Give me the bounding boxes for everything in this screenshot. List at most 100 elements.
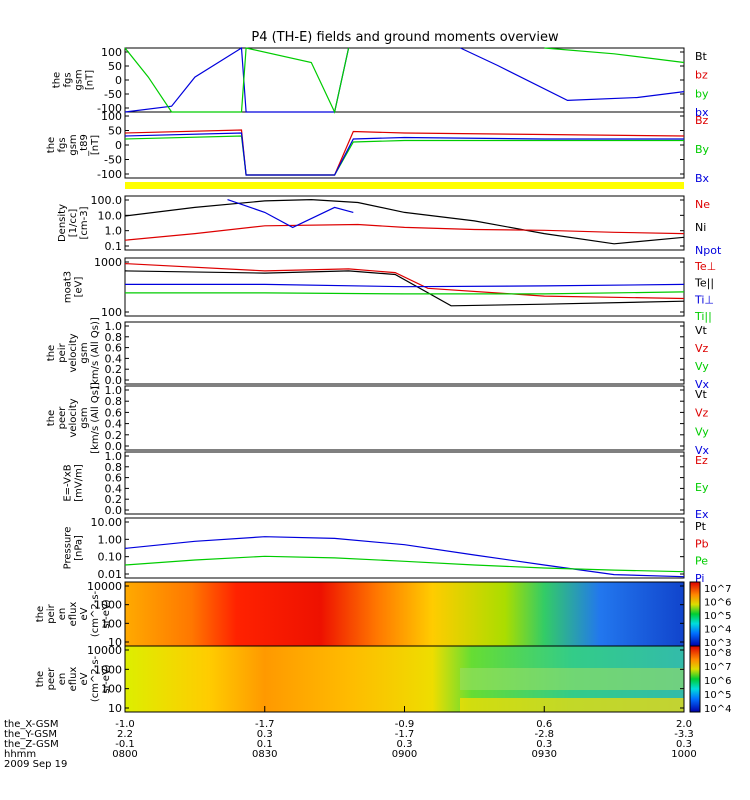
y-tick-label: 100.0 xyxy=(91,194,123,207)
series-line-Pe xyxy=(124,555,685,573)
x-axis-value: -1.7 xyxy=(395,729,415,740)
legend-entry: Vy xyxy=(695,425,709,438)
y-tick-label: 0.0 xyxy=(105,504,123,517)
y-axis-label-line: gsm xyxy=(68,134,79,155)
y-axis-label-line: [mV/m] xyxy=(74,464,85,502)
x-axis-value: -0.9 xyxy=(395,719,415,730)
y-tick-label: 100 xyxy=(101,683,122,696)
peer-spectrogram-band xyxy=(460,698,684,712)
y-tick-label: 10 xyxy=(108,702,122,715)
x-axis-value: 1000 xyxy=(671,749,696,760)
x-axis-value: -3.3 xyxy=(674,729,694,740)
y-tick-label: 0.2 xyxy=(105,493,123,506)
y-tick-label: 0.2 xyxy=(105,429,123,442)
y-tick-label: 0.8 xyxy=(105,461,123,474)
colorbar-label: 10^7 xyxy=(704,584,731,595)
x-axis-value: 2.2 xyxy=(117,729,133,740)
colorbar xyxy=(689,645,701,713)
legend-entry: Vz xyxy=(695,407,709,420)
y-axis-label-line: [nT] xyxy=(85,70,96,90)
y-axis-label-line: the xyxy=(52,72,63,88)
y-axis-label: the fgs gsm [nT] xyxy=(52,69,96,90)
y-tick-label: 0.4 xyxy=(105,482,123,495)
legend-entry: Ex xyxy=(695,508,709,521)
plot-title: P4 (TH-E) fields and ground moments over… xyxy=(251,30,559,45)
panel-frame xyxy=(124,47,685,113)
peir-spectrogram xyxy=(125,582,684,646)
legend-entry: bx xyxy=(695,106,709,119)
legend-entry: Vy xyxy=(695,360,709,373)
y-axis-label-line: Pressure xyxy=(63,527,74,570)
y-tick-label: 50 xyxy=(108,60,122,73)
x-axis-value: -0.1 xyxy=(115,739,135,750)
colorbar-label: 10^4 xyxy=(704,625,731,636)
y-axis-label-line: (cm^2-s- xyxy=(90,655,101,702)
y-axis-label-line: moat3 xyxy=(63,271,74,303)
series-line-Te|| xyxy=(124,270,685,307)
y-tick-label: 100 xyxy=(101,46,122,59)
legend-entry: Te|| xyxy=(694,277,714,290)
y-axis-label-line: sr-eV) xyxy=(101,599,112,628)
y-tick-label: 1.0 xyxy=(105,225,123,238)
y-tick-label: 50 xyxy=(108,125,122,138)
series-line-By xyxy=(124,135,684,176)
y-axis-label-line: Density xyxy=(57,204,68,242)
x-axis-value: 0.3 xyxy=(676,739,692,750)
y-tick-label: -50 xyxy=(104,154,122,167)
y-axis-label-line: sr-eV) xyxy=(101,664,112,693)
x-axis-value: 0.1 xyxy=(257,739,273,750)
y-axis-label: the peir velocity gsm [km/s (All Qs)] xyxy=(46,317,101,389)
y-tick-label: 0.6 xyxy=(105,472,123,485)
series-line-Pi xyxy=(124,536,685,578)
legend-entry: Bz xyxy=(695,114,709,127)
y-tick-label: 0.1 xyxy=(105,240,123,253)
x-axis-value: 0.3 xyxy=(397,739,413,750)
series-line-Ne xyxy=(124,223,685,241)
x-axis-value: 0.3 xyxy=(257,729,273,740)
colorbar-label: 10^7 xyxy=(704,662,731,673)
y-axis-label: Density [1/cc] [cm-3] xyxy=(57,204,90,242)
legend-entry: Pt xyxy=(695,520,707,533)
data-flag-bar xyxy=(125,182,684,189)
y-tick-label: 1000 xyxy=(94,599,122,612)
y-axis-label: moat3 [eV] xyxy=(63,271,85,303)
y-tick-label: 10000 xyxy=(87,580,122,593)
y-tick-label: 100 xyxy=(101,110,122,123)
series-line-Ti|| xyxy=(125,291,685,295)
panel-frame xyxy=(124,385,685,451)
y-axis-label: the peer en eflux eV (cm^2-s-sr-eV) xyxy=(35,655,112,702)
y-axis-label-line: [km/s (All Qs)] xyxy=(90,382,101,454)
legend-entry: Ne xyxy=(695,198,710,211)
y-tick-label: 1000 xyxy=(94,256,122,269)
y-tick-label: 1.00 xyxy=(98,533,123,546)
legend-entry: Ni xyxy=(695,221,706,234)
y-tick-label: 0.8 xyxy=(105,331,123,344)
x-axis-value: 0930 xyxy=(532,749,557,760)
y-axis-label-line: peer xyxy=(46,667,57,691)
legend-entry: bz xyxy=(695,69,708,82)
x-axis-value: -2.8 xyxy=(534,729,554,740)
colorbar-label: 10^5 xyxy=(704,690,731,701)
y-axis-label-line: [nPa] xyxy=(74,535,85,561)
series-line-Ni xyxy=(124,198,685,245)
y-axis-label-line: en xyxy=(57,673,68,686)
y-tick-label: 0.6 xyxy=(105,406,123,419)
y-tick-label: 0 xyxy=(115,74,122,87)
legend-entry: Vt xyxy=(695,324,708,337)
colorbar-label: 10^3 xyxy=(704,638,731,649)
legend-entry: Te⊥ xyxy=(694,260,716,273)
y-axis-label-line: eflux xyxy=(68,602,79,627)
y-tick-label: 0.01 xyxy=(98,568,123,581)
legend-entry: Pi xyxy=(695,572,704,585)
y-axis-label: the peir en eflux eV (cm^2-s-sr-eV) xyxy=(35,590,112,637)
x-axis-row-label: hhmm xyxy=(4,749,36,760)
x-axis-value: 0800 xyxy=(112,749,137,760)
y-axis-label-line: [eV] xyxy=(74,277,85,298)
y-axis-label-line: fgs xyxy=(63,72,74,87)
y-axis-label: the fgs gsm _t89 [nT] xyxy=(46,134,101,157)
colorbar-label: 10^6 xyxy=(704,676,731,687)
series-line-Ti⊥ xyxy=(125,283,685,288)
peer-spectrogram-band xyxy=(460,668,684,690)
colorbar xyxy=(689,581,701,647)
y-tick-label: 1.0 xyxy=(105,320,123,333)
